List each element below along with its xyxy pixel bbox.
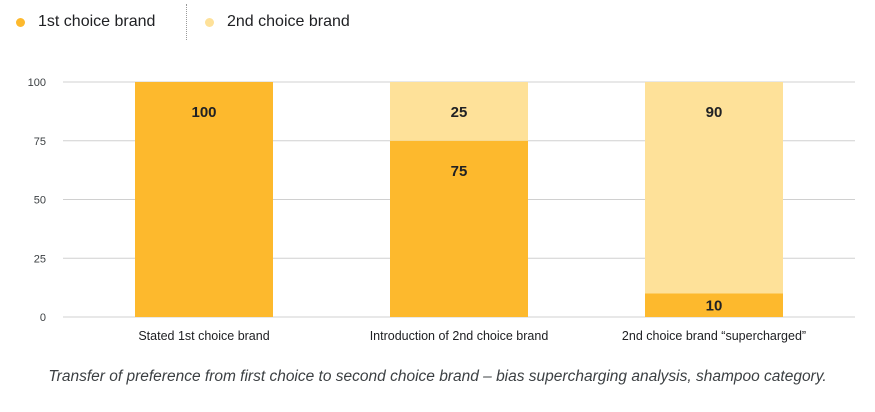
- legend-item-1st-choice: 1st choice brand: [16, 12, 155, 32]
- legend-divider: [186, 4, 187, 40]
- legend-label-1st-choice: 1st choice brand: [38, 13, 156, 30]
- legend-swatch-2nd-choice: [205, 17, 214, 27]
- bars: [135, 82, 783, 317]
- y-tick-label-0: 0: [40, 312, 46, 324]
- bar-1st-choice-2: [645, 293, 783, 317]
- x-tick-label-0: Stated 1st choice brand: [138, 329, 269, 343]
- bar-1st-choice-1: [390, 140, 528, 317]
- legend-label-2nd-choice: 2nd choice brand: [227, 13, 350, 30]
- bar-2nd-choice-1: [390, 82, 528, 141]
- x-axis-ticks: Stated 1st choice brand Introduction of 2…: [138, 329, 806, 343]
- stacked-bar-chart: 0 25 50 75 100 100 75 25 10 90 Stated 1st choice…: [28, 77, 855, 343]
- legend-swatch-1st-choice: [16, 17, 25, 27]
- data-label-1st-choice-1: 75: [451, 163, 468, 180]
- y-tick-label-100: 100: [28, 77, 46, 89]
- chart-caption: Transfer of preference from first choice…: [48, 368, 827, 385]
- bar-2nd-choice-2: [645, 82, 783, 294]
- data-label-2nd-choice-1: 25: [451, 104, 468, 121]
- bar-1st-choice-0: [135, 82, 273, 317]
- legend: 1st choice brand 2nd choice brand: [0, 0, 875, 44]
- data-label-1st-choice-0: 100: [191, 104, 216, 121]
- y-tick-label-50: 50: [34, 195, 46, 207]
- x-tick-label-1: Introduction of 2nd choice brand: [370, 329, 549, 343]
- y-axis-ticks: 0 25 50 75 100: [28, 77, 46, 324]
- legend-item-2nd-choice: 2nd choice brand: [205, 12, 350, 32]
- y-tick-label-25: 25: [34, 253, 46, 265]
- data-labels: 100 75 25 10 90: [191, 104, 722, 314]
- y-tick-label-75: 75: [34, 136, 46, 148]
- data-label-2nd-choice-2: 90: [706, 104, 723, 121]
- x-tick-label-2: 2nd choice brand “supercharged”: [622, 329, 806, 343]
- data-label-1st-choice-2: 10: [706, 297, 723, 314]
